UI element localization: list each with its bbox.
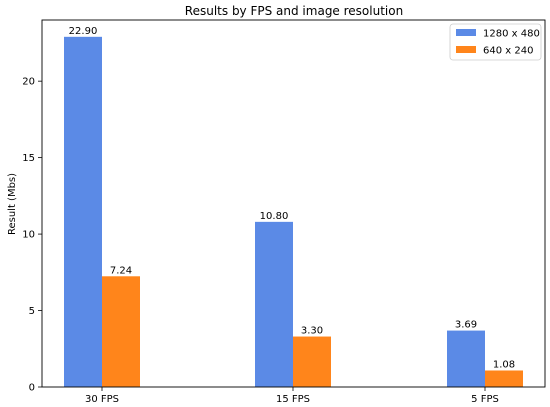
plot-area: 0 5 10 15 20 22.90 10.80 3.69 7.24 3.30 1.08 30 FPS… [22, 26, 523, 405]
data-label: 10.80 [260, 211, 289, 222]
x-tick-label: 30 FPS [85, 394, 119, 405]
data-label: 22.90 [69, 26, 98, 37]
chart-title: Results by FPS and image resolution [185, 4, 403, 18]
data-label: 3.69 [455, 320, 477, 331]
bar-1280x480-15FPS [255, 221, 293, 387]
axes-frame [41, 19, 546, 388]
y-tick-label: 10 [22, 230, 35, 241]
y-axis-label: Result (Mbs) [7, 173, 18, 235]
y-tick-label: 20 [22, 77, 35, 88]
data-label: 3.30 [301, 326, 323, 337]
bar-640x240-5FPS [485, 370, 523, 387]
y-tick-label: 5 [29, 306, 35, 317]
bar-1280x480-30FPS [64, 36, 102, 388]
bar-1280x480-5FPS [447, 330, 485, 387]
x-tick-label: 15 FPS [276, 394, 310, 405]
legend-label: 1280 x 480 [483, 29, 540, 40]
bar-640x240-30FPS [102, 276, 140, 387]
y-tick-label: 0 [29, 383, 35, 394]
data-label: 1.08 [493, 359, 515, 370]
legend-swatch [456, 29, 476, 36]
data-label: 7.24 [110, 265, 132, 276]
x-tick-label: 5 FPS [471, 394, 499, 405]
legend-swatch [456, 46, 476, 53]
y-tick-label: 15 [22, 153, 35, 164]
bar-640x240-15FPS [293, 336, 331, 387]
legend-label: 640 x 240 [483, 46, 533, 57]
legend: 1280 x 480 640 x 240 [449, 23, 542, 61]
